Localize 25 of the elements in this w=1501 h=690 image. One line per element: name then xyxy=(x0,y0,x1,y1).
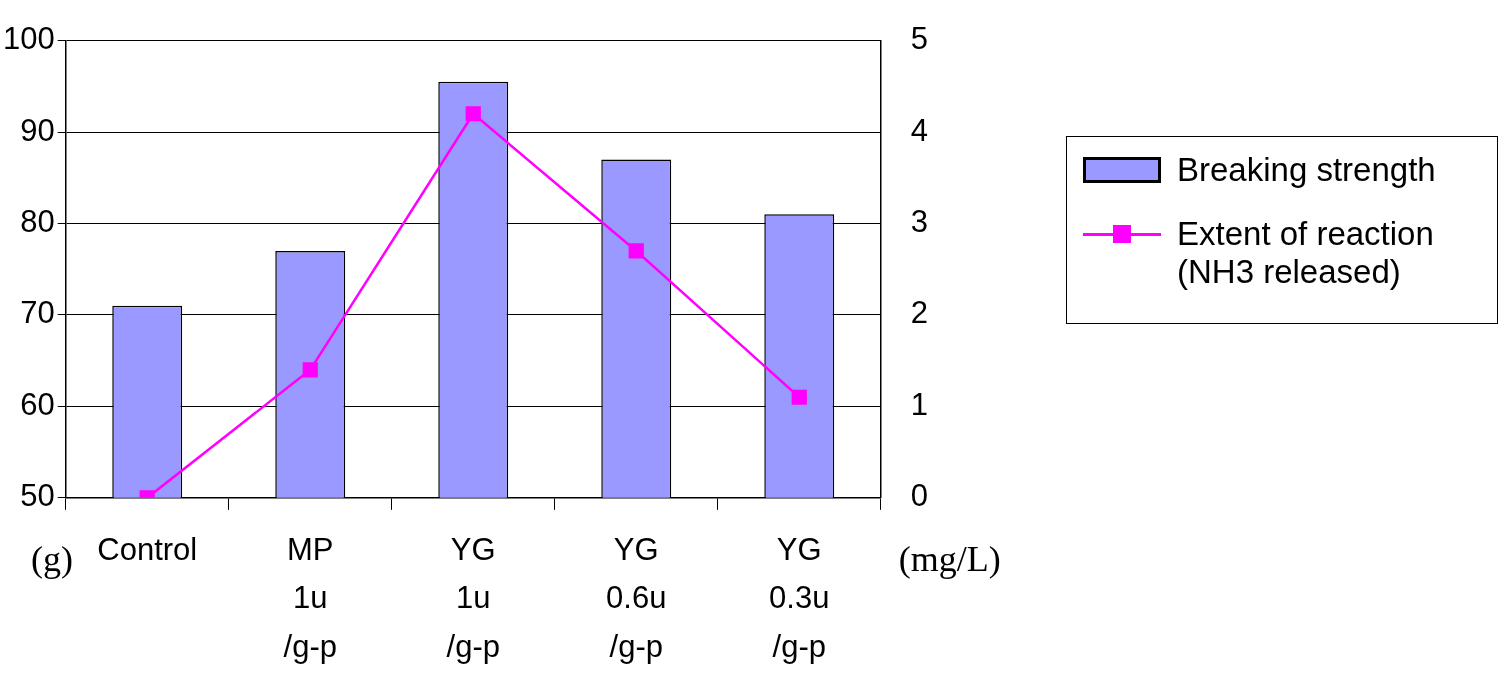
y2-axis-title: (mg/L) xyxy=(898,539,1001,580)
legend-label: Breaking strength xyxy=(1177,151,1436,189)
y-tick-label: 100 xyxy=(2,21,55,57)
y2-tick-label: 0 xyxy=(910,478,929,514)
legend-label: Extent of reaction (NH3 released) xyxy=(1177,215,1435,291)
y2-tick-label: 2 xyxy=(910,295,929,331)
point xyxy=(302,362,318,378)
x-tick-label: YG 0.6u /g-p xyxy=(606,532,667,664)
y2-tick-label: 5 xyxy=(910,21,929,57)
x-tick-label: MP 1u /g-p xyxy=(283,532,337,664)
y2-tick-label: 4 xyxy=(910,112,929,148)
x-tick-label: YG 1u /g-p xyxy=(446,532,500,664)
y-tick-label: 90 xyxy=(20,112,55,148)
point xyxy=(628,243,644,259)
y2-tick-label: 1 xyxy=(910,386,929,422)
y-axis-title: (g) xyxy=(31,539,73,580)
x-tick-label: Control xyxy=(97,532,198,568)
y-tick-label: 70 xyxy=(20,295,55,331)
point xyxy=(465,106,481,122)
y-tick-label: 80 xyxy=(20,204,55,240)
point xyxy=(791,389,807,405)
y-tick-label: 50 xyxy=(20,478,55,514)
y-tick-label: 60 xyxy=(20,386,55,422)
y2-tick-label: 3 xyxy=(910,204,929,240)
x-tick-label: YG 0.3u /g-p xyxy=(769,532,830,664)
